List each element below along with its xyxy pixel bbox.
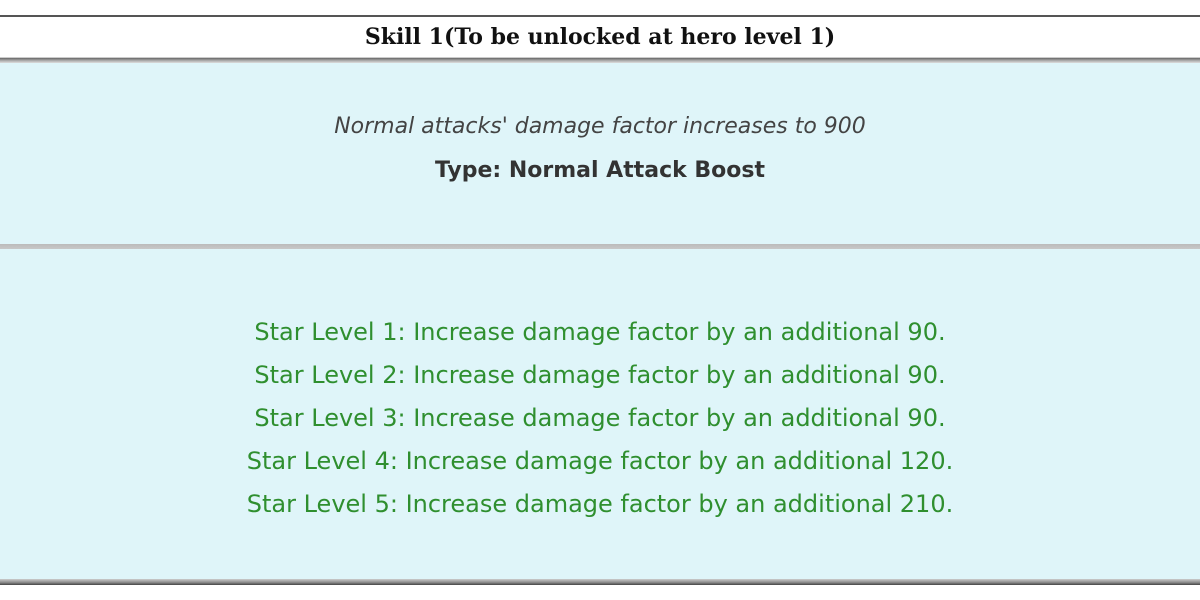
- skill-description-cell: Normal attacks' damage factor increases …: [0, 63, 1200, 244]
- divider: [0, 579, 1200, 585]
- star-level-2: Star Level 2: Increase damage factor by …: [254, 361, 946, 389]
- star-level-4: Star Level 4: Increase damage factor by …: [246, 447, 954, 475]
- star-levels-cell: Star Level 1: Increase damage factor by …: [0, 249, 1200, 579]
- skill-title: Skill 1(To be unlocked at hero level 1): [0, 15, 1200, 58]
- skill-type: Type: Normal Attack Boost: [434, 158, 766, 183]
- skill-table: Skill 1(To be unlocked at hero level 1) …: [0, 15, 1200, 585]
- divider: [0, 58, 1200, 63]
- divider: [0, 244, 1200, 249]
- skill-description: Normal attacks' damage factor increases …: [334, 114, 866, 139]
- star-level-1: Star Level 1: Increase damage factor by …: [254, 318, 946, 346]
- star-level-5: Star Level 5: Increase damage factor by …: [246, 490, 954, 518]
- star-level-3: Star Level 3: Increase damage factor by …: [254, 404, 946, 432]
